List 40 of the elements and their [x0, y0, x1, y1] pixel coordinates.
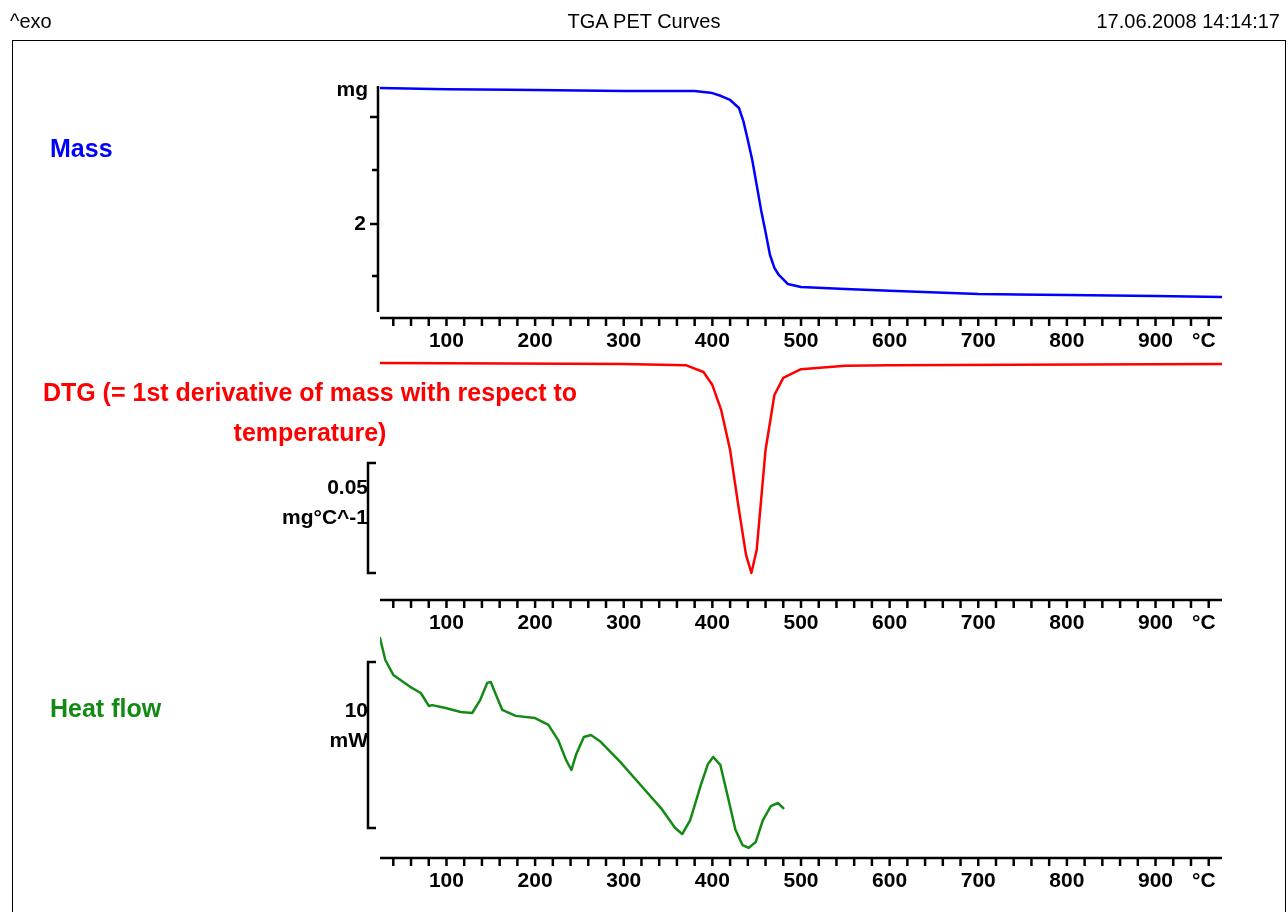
y-axis-title: mg: [335, 76, 368, 102]
x-tick-label: 900: [1138, 609, 1174, 633]
y-axis-title: 10 mW: [328, 697, 368, 753]
text: DTG (= 1st derivative of mass with respect to temperature): [41, 377, 579, 448]
x-tick-label: 500: [783, 867, 819, 891]
x-tick-label: 500: [783, 609, 819, 633]
x-tick-label: 700: [960, 609, 996, 633]
x-tick-label: 100: [428, 609, 464, 633]
x-tick-label: 800: [1049, 327, 1085, 351]
text: ^exo: [10, 10, 52, 33]
x-tick-label: 600: [872, 867, 908, 891]
x-tick-label: 300: [606, 609, 642, 633]
x-tick-label: 800: [1049, 867, 1085, 891]
x-tick-label: 200: [517, 327, 553, 351]
x-tick-label: 900: [1138, 327, 1174, 351]
x-tick-label: 300: [606, 867, 642, 891]
x-tick-label: 200: [517, 609, 553, 633]
x-tick-label: 300: [606, 327, 642, 351]
text: Heat flow: [50, 694, 162, 722]
x-tick-label: 500: [783, 327, 819, 351]
x-axis-title: °C: [1192, 610, 1216, 634]
x-tick-label: 200: [517, 867, 553, 891]
x-axis-title: °C: [1192, 328, 1216, 352]
y-axis-title: 0.05 mg°C^-1: [281, 474, 368, 530]
x-tick-label: 700: [960, 867, 996, 891]
x-axis-title: °C: [1192, 868, 1216, 892]
x-tick-label: 600: [872, 327, 908, 351]
x-tick-label: 600: [872, 609, 908, 633]
x-tick-label: 800: [1049, 609, 1085, 633]
x-tick-label: 400: [694, 609, 730, 633]
x-tick-label: 400: [694, 327, 730, 351]
text: 17.06.2008 14:14:17: [1096, 10, 1280, 33]
chart-title: TGA PET Curves: [567, 10, 721, 32]
x-tick-label: 900: [1138, 867, 1174, 891]
x-tick-label: 100: [428, 867, 464, 891]
x-tick-label: 400: [694, 867, 730, 891]
text: 2: [353, 211, 366, 235]
x-tick-label: 100: [428, 327, 464, 351]
x-tick-label: 700: [960, 327, 996, 351]
text: Mass: [50, 133, 114, 164]
